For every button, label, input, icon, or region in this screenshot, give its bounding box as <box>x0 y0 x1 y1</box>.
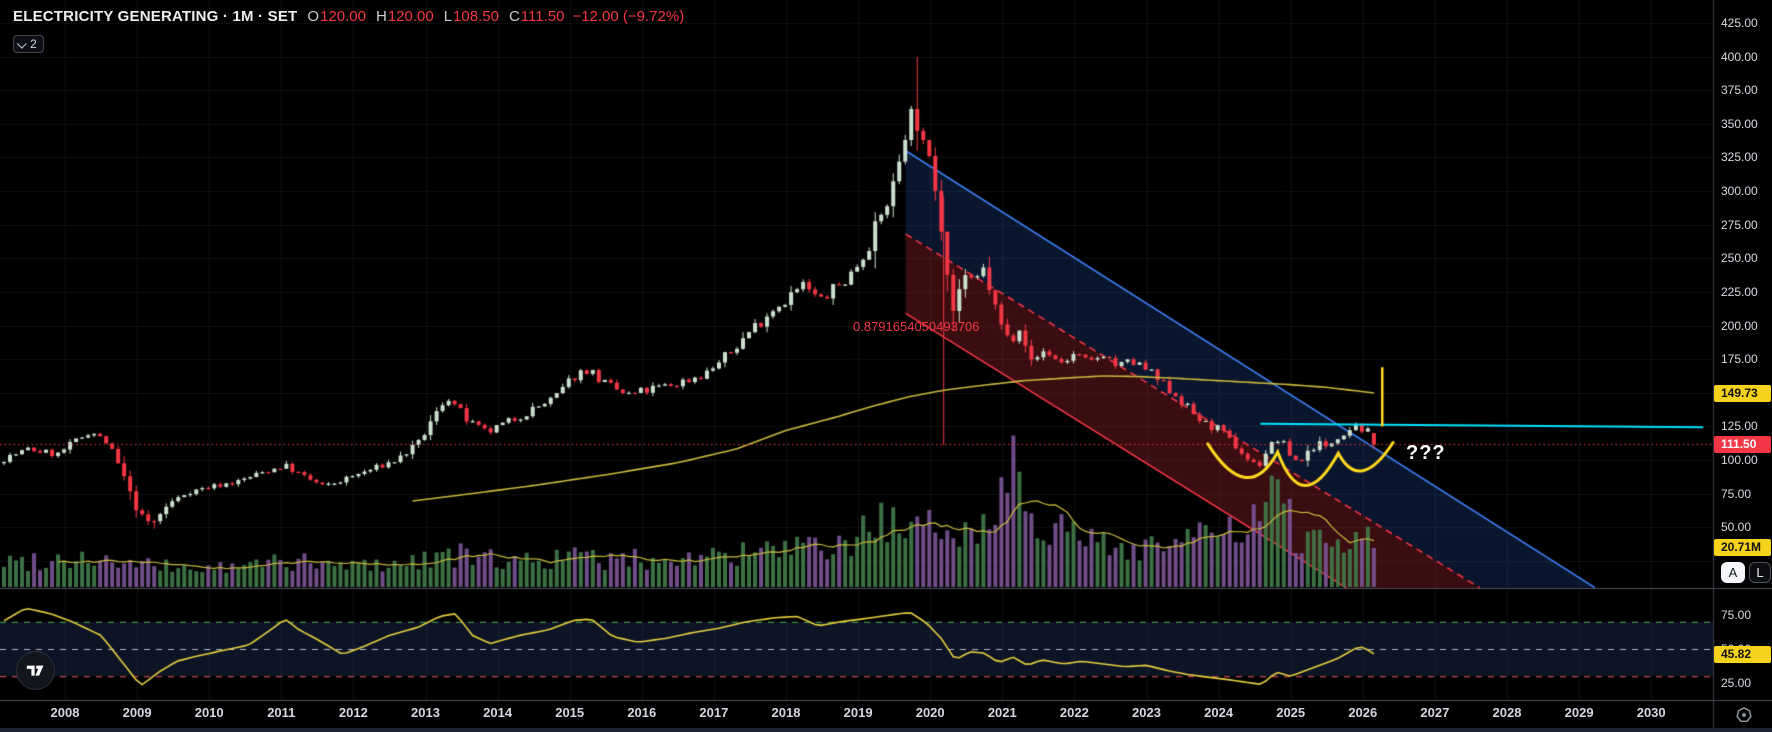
time-tick-label: 2025 <box>1276 705 1306 720</box>
tradingview-logo-icon <box>26 665 43 676</box>
change-value: −12.00 (−9.72%) <box>572 8 685 25</box>
close-value: 111.50 <box>520 8 565 25</box>
last-price-label: 111.50 <box>1714 436 1771 453</box>
time-tick-label: 2020 <box>915 705 945 720</box>
time-tick-label: 2011 <box>267 705 296 720</box>
price-tick-label: 200.00 <box>1721 318 1758 333</box>
time-tick-label: 2009 <box>122 705 152 720</box>
time-tick-label: 2012 <box>338 705 368 720</box>
price-tick-label: 225.00 <box>1721 284 1758 299</box>
time-tick-label: 2016 <box>627 705 657 720</box>
auto-scale-button[interactable]: A <box>1721 562 1745 583</box>
price-tick-label: 125.00 <box>1721 419 1758 434</box>
time-tick-label: 2030 <box>1636 705 1666 720</box>
low-label: L <box>443 8 453 25</box>
price-tick-label: 350.00 <box>1721 116 1758 131</box>
price-tick-label: 400.00 <box>1721 49 1758 64</box>
time-tick-label: 2019 <box>843 705 873 720</box>
price-tick-label: 425.00 <box>1721 16 1758 30</box>
legend-collapse-button[interactable]: 2 <box>13 35 44 53</box>
time-tick-label: 2021 <box>987 705 1017 720</box>
price-tick-label: 375.00 <box>1721 83 1758 98</box>
chart-legend: ELECTRICITY GENERATING · 1M · SET O 120.0… <box>13 8 684 25</box>
time-tick-label: 2027 <box>1420 705 1450 720</box>
price-tick-label: 250.00 <box>1721 251 1758 266</box>
time-tick-label: 2015 <box>555 705 585 720</box>
question-marks-drawing[interactable]: ??? <box>1406 442 1446 464</box>
time-tick-label: 2022 <box>1059 705 1089 720</box>
price-tick-label: 100.00 <box>1721 452 1758 467</box>
settings-gear-icon <box>1736 707 1752 723</box>
rsi-tick-label: 25.00 <box>1721 676 1752 690</box>
time-tick-label: 2010 <box>194 705 224 720</box>
time-tick-label: 2008 <box>50 705 80 720</box>
tradingview-logo[interactable] <box>16 651 55 690</box>
ohlc-high: H 120.00 <box>376 8 434 25</box>
volume-value-label: 20.71M <box>1714 539 1771 556</box>
pane-count: 2 <box>30 37 37 51</box>
low-value: 108.50 <box>453 8 499 25</box>
time-tick-label: 2023 <box>1132 705 1161 720</box>
log-scale-button[interactable]: L <box>1749 562 1771 583</box>
time-tick-label: 2028 <box>1492 705 1522 720</box>
time-tick-label: 2017 <box>699 705 729 720</box>
high-label: H <box>375 8 387 25</box>
open-label: O <box>307 8 320 25</box>
ohlc-low: L 108.50 <box>444 8 499 25</box>
time-tick-label: 2013 <box>411 705 440 720</box>
price-tick-label: 275.00 <box>1721 217 1758 232</box>
time-tick-label: 2018 <box>771 705 801 720</box>
high-value: 120.00 <box>387 8 434 25</box>
ohlc-open: O 120.00 <box>307 8 366 25</box>
ma-value-label: 149.73 <box>1714 385 1771 402</box>
time-tick-label: 2024 <box>1204 705 1234 720</box>
price-tick-label: 50.00 <box>1721 520 1752 535</box>
time-tick-label: 2026 <box>1348 705 1378 720</box>
price-tick-label: 175.00 <box>1721 352 1758 367</box>
chevron-down-icon <box>16 38 27 49</box>
ratio-drawing-label[interactable]: 0.8791654050493706 <box>853 319 980 334</box>
time-tick-label: 2014 <box>483 705 513 720</box>
price-tick-label: 300.00 <box>1721 184 1758 199</box>
rsi-value-label: 45.82 <box>1714 646 1771 663</box>
open-value: 120.00 <box>320 8 366 25</box>
price-axis[interactable]: 425.00 400.00 375.00 350.00 325.00 300.00 275.… <box>1713 0 1772 728</box>
close-label: C <box>508 8 520 25</box>
price-tick-label: 325.00 <box>1721 150 1758 165</box>
price-tick-label: 75.00 <box>1721 486 1752 501</box>
symbol-title[interactable]: ELECTRICITY GENERATING · 1M · SET <box>13 8 298 25</box>
time-axis[interactable]: 2008 2009 2010 2011 2012 2013 2014 2015 2016 2017… <box>0 700 1713 728</box>
settings-gear-button[interactable] <box>1732 703 1756 727</box>
ohlc-close: C 111.50 <box>509 8 565 25</box>
time-tick-label: 2029 <box>1564 705 1594 720</box>
rsi-tick-label: 75.00 <box>1721 608 1752 622</box>
